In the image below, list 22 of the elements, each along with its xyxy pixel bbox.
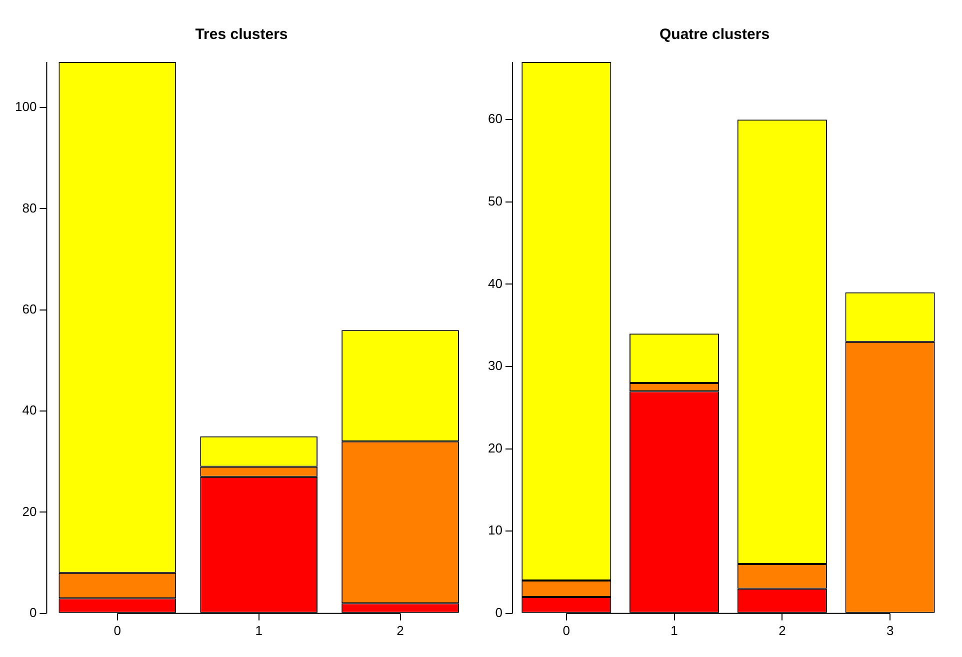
chart-title: Quatre clusters	[659, 26, 770, 44]
x-tick-label: 1	[255, 622, 262, 638]
y-tick-label: 10	[488, 522, 502, 538]
chart-title: Tres clusters	[195, 26, 288, 44]
y-tick-label: 40	[488, 276, 502, 291]
x-tick-label: 2	[396, 622, 404, 638]
y-tick-label: 60	[488, 111, 502, 126]
y-tick-label: 30	[488, 358, 502, 374]
y-tick-label: 20	[488, 440, 502, 456]
y-tick-label: 0	[495, 604, 502, 620]
x-tick-label: 0	[114, 622, 122, 638]
y-tick-label: 20	[22, 504, 37, 519]
x-tick-label: 1	[670, 622, 678, 638]
x-tick-label: 3	[886, 622, 894, 638]
y-tick-label: 0	[29, 604, 37, 620]
y-tick-label: 50	[488, 193, 502, 208]
x-tick-label: 0	[562, 622, 570, 638]
y-tick-label: 40	[22, 402, 37, 418]
y-tick-label: 60	[22, 301, 37, 316]
y-tick-label: 100	[14, 99, 37, 114]
x-tick-label: 2	[778, 622, 786, 638]
y-tick-label: 80	[22, 200, 37, 216]
